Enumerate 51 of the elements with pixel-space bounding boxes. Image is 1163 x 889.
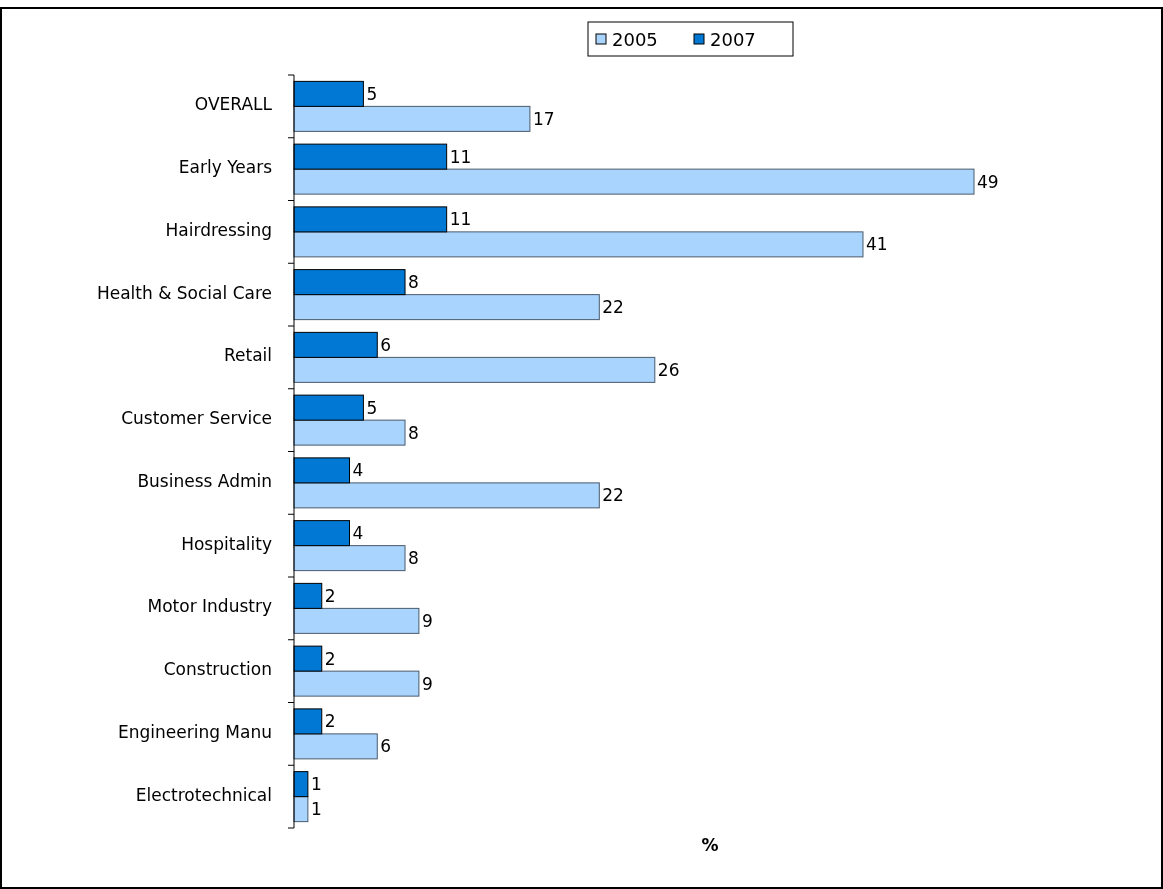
y-tick-label: Engineering Manu [117, 721, 272, 742]
y-tick-label: Electrotechnical [135, 784, 272, 805]
bar [293, 796, 309, 823]
y-tick-label: Retail [223, 345, 272, 366]
data-label: 6 [380, 334, 392, 355]
data-label: 17 [532, 108, 555, 129]
y-tick-label: OVERALL [194, 94, 273, 115]
data-label: 9 [421, 610, 433, 631]
data-label: 8 [408, 272, 419, 293]
data-label: 6 [380, 736, 392, 757]
bar [293, 670, 420, 697]
data-label: 22 [602, 485, 624, 506]
data-label: 9 [421, 673, 433, 694]
bar [293, 294, 600, 321]
x-axis-title: % [701, 835, 719, 855]
data-label: 5 [366, 83, 378, 104]
bar [293, 545, 406, 572]
data-label: 49 [977, 171, 999, 192]
data-label: 11 [449, 209, 472, 230]
data-label: 1 [310, 799, 322, 820]
data-label: 8 [408, 422, 419, 443]
data-label: 2 [324, 711, 336, 732]
data-label: 5 [366, 397, 378, 418]
data-label: 2 [324, 585, 336, 606]
data-label: 11 [449, 146, 472, 167]
y-tick-label: Construction [163, 659, 272, 680]
data-label: 41 [865, 234, 888, 255]
y-tick-label: Hairdressing [165, 219, 272, 240]
bar [293, 482, 600, 509]
data-label: 4 [352, 523, 364, 544]
y-tick-label: Early Years [178, 157, 273, 178]
data-label: 4 [352, 460, 364, 481]
data-label: 8 [408, 548, 419, 569]
data-label: 1 [310, 774, 322, 795]
bar [293, 105, 531, 132]
legend-label: 2007 [710, 28, 756, 50]
y-tick-label: Hospitality [181, 533, 272, 554]
data-label: 26 [657, 359, 680, 380]
bar [293, 231, 864, 258]
bar [293, 733, 378, 760]
bar [293, 607, 420, 634]
y-tick-label: Business Admin [137, 470, 272, 491]
y-tick-label: Motor Industry [147, 596, 272, 617]
bar [293, 356, 656, 383]
bar [293, 168, 975, 195]
data-label: 2 [324, 648, 336, 669]
legend-label: 2005 [612, 28, 658, 50]
y-tick-label: Health & Social Care [96, 282, 272, 303]
y-tick-label: Customer Service [121, 408, 272, 429]
data-label: 22 [602, 297, 624, 318]
bar [293, 419, 406, 446]
